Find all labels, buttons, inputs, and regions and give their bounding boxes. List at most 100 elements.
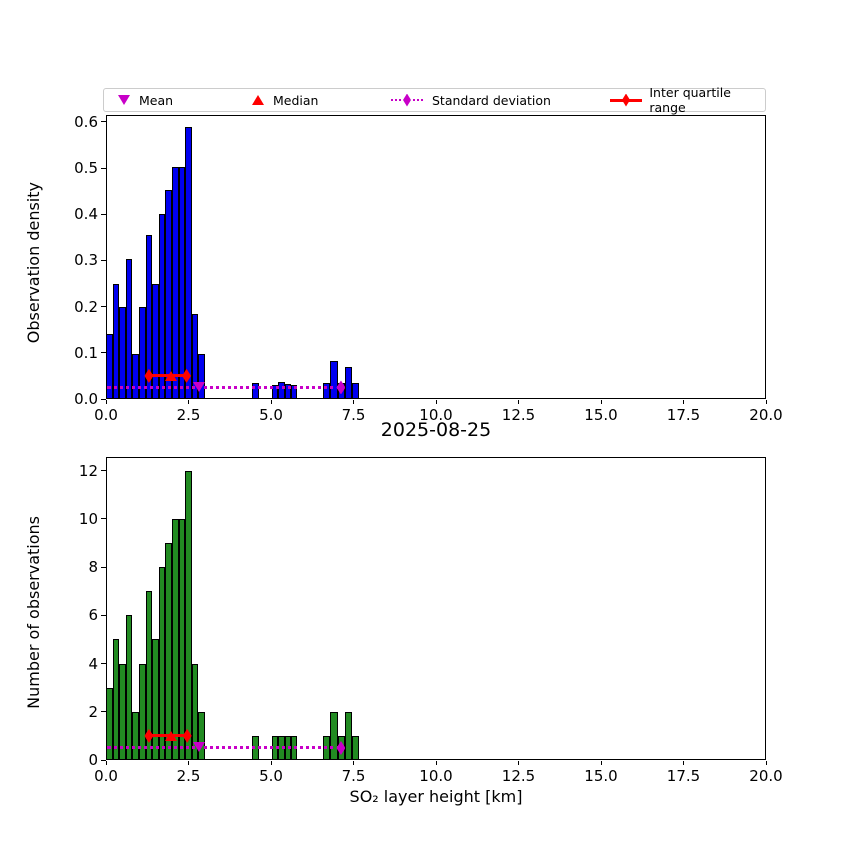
x-tick-mark [270, 761, 272, 765]
legend-item-median: Median [252, 89, 318, 111]
y-tick-label: 0.2 [74, 297, 98, 316]
y-tick-mark [101, 167, 106, 169]
y-tick-mark [101, 663, 106, 664]
x-tick-mark [435, 761, 437, 765]
y-tick-mark [101, 352, 106, 354]
diamond-icon [622, 93, 630, 107]
histogram-bar [125, 258, 133, 399]
y-tick-mark [101, 566, 106, 568]
x-tick-mark [105, 761, 107, 765]
iqr-diamond-icon [144, 728, 154, 743]
y-tick-label: 0.0 [74, 390, 98, 408]
std-dev-line [106, 746, 341, 750]
histogram-bar [284, 383, 291, 399]
y-tick-label: 0.6 [74, 112, 98, 131]
diamond-icon [403, 93, 411, 107]
histogram-bar [145, 591, 153, 760]
x-tick-label: 7.5 [341, 406, 366, 424]
x-tick-label: 5.0 [259, 406, 283, 424]
y-tick-mark [101, 518, 106, 520]
histogram-bar [119, 307, 126, 399]
legend-label-iqr: Inter quartile range [649, 85, 731, 115]
histogram-bar [125, 615, 133, 760]
x-tick-label: 20.0 [749, 767, 783, 785]
legend-item-std: Standard deviation [391, 89, 551, 111]
histogram-bar [106, 333, 113, 399]
x-tick-label: 0.0 [94, 767, 118, 785]
y-axis-label-top: Observation density [24, 182, 43, 344]
y-tick-mark [101, 711, 106, 713]
iqr-diamond-line-icon [610, 93, 642, 107]
x-tick-mark [765, 400, 767, 404]
histogram-bar [132, 354, 139, 399]
mean-triangle-down-icon [118, 95, 130, 105]
y-tick-mark [101, 306, 106, 308]
histogram-bar [145, 234, 153, 399]
x-tick-label: 12.5 [501, 406, 536, 424]
x-tick-label: 10.0 [419, 406, 453, 424]
std-dev-diamond-icon [336, 740, 346, 755]
iqr-diamond-icon [182, 728, 192, 743]
y-tick-label: 0.1 [74, 343, 98, 362]
histogram-bar [106, 687, 113, 760]
y-tick-label: 2 [88, 702, 98, 721]
histogram-bar [330, 360, 338, 399]
histogram-bar [152, 283, 159, 399]
y-tick-label: 8 [88, 558, 98, 576]
histogram-bar [251, 382, 259, 399]
std-dev-line [106, 385, 341, 389]
y-tick-mark [101, 759, 106, 761]
x-tick-label: 12.5 [501, 767, 536, 785]
y-tick-mark [101, 470, 106, 471]
x-tick-label: 17.5 [666, 767, 701, 785]
x-tick-mark [765, 761, 767, 765]
histogram-bar [330, 711, 338, 760]
x-tick-label: 10.0 [419, 767, 453, 785]
mean-triangle-icon [193, 381, 206, 392]
mean-triangle-icon [193, 741, 206, 752]
y-tick-mark [101, 259, 106, 261]
histogram-bar [185, 470, 192, 760]
histogram-bar [158, 213, 166, 399]
y-tick-label: 12 [78, 461, 98, 480]
median-triangle-icon [164, 730, 177, 741]
y-tick-label: 4 [88, 654, 98, 673]
histogram-bar [198, 711, 205, 760]
dotted-segment-icon [391, 99, 401, 101]
histogram-bar [178, 167, 186, 399]
x-tick-mark [270, 400, 272, 404]
legend-item-iqr: Inter quartile range [610, 85, 765, 115]
histogram-bar [323, 382, 331, 399]
x-tick-label: 2.5 [176, 767, 201, 785]
histogram-bar [198, 354, 205, 399]
histogram-bar [158, 567, 166, 760]
legend-label-median: Median [273, 92, 319, 108]
x-tick-label: 2.5 [176, 406, 201, 424]
x-tick-label: 7.5 [341, 767, 366, 785]
histogram-bar [191, 663, 199, 760]
x-tick-mark [518, 400, 519, 404]
x-tick-label: 20.0 [749, 406, 783, 424]
iqr-diamond-icon [182, 368, 192, 383]
histogram-bar [172, 167, 179, 399]
legend-item-mean: Mean [118, 89, 173, 111]
y-tick-label: 0.4 [74, 205, 98, 224]
y-tick-label: 0.5 [74, 159, 98, 178]
histogram-bar [352, 382, 360, 399]
histogram-bar [119, 663, 126, 760]
y-tick-label: 6 [88, 606, 98, 625]
histogram-bar [112, 283, 120, 399]
histogram-bar [165, 542, 172, 760]
y-tick-mark [101, 614, 106, 616]
histogram-bar [271, 384, 279, 399]
y-tick-mark [101, 398, 106, 400]
y-axis-label-bottom: Number of observations [24, 516, 43, 709]
x-tick-mark [105, 400, 107, 404]
x-tick-mark [188, 761, 189, 765]
histogram-bar [352, 735, 360, 760]
y-tick-label: 0.3 [74, 251, 98, 270]
histogram-bar [139, 663, 146, 760]
histogram-bar [344, 366, 353, 399]
x-tick-label: 17.5 [666, 406, 701, 424]
